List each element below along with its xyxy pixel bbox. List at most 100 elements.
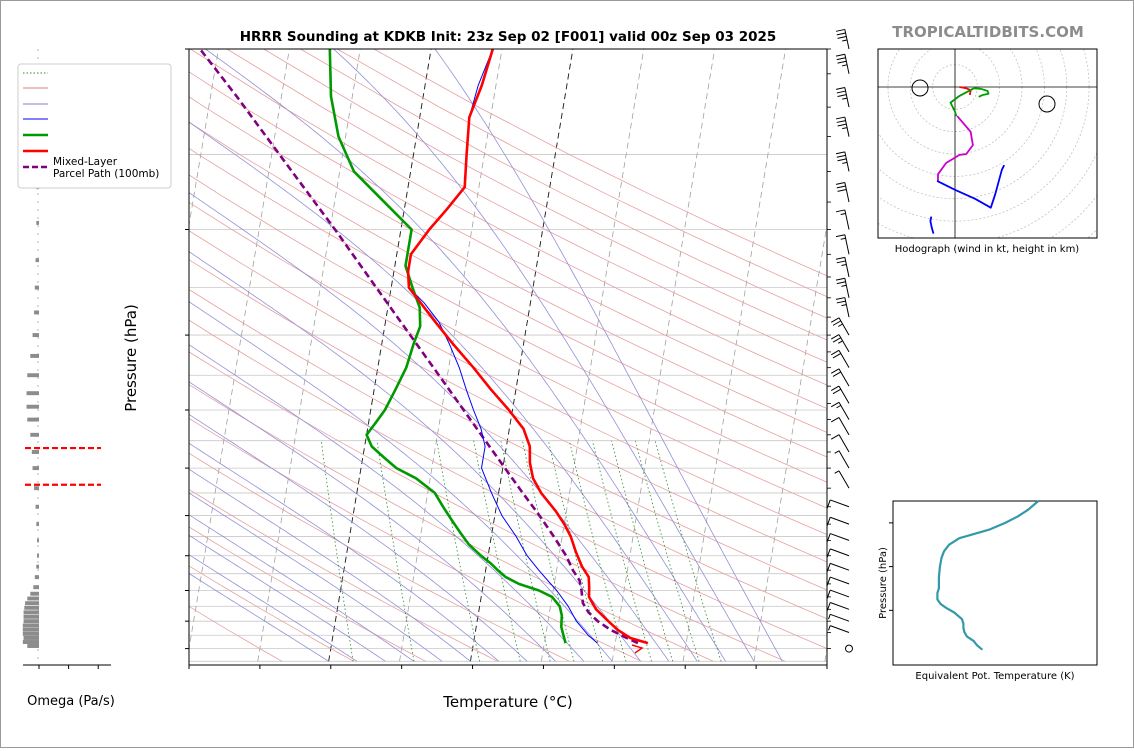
wind-barb: [835, 256, 850, 278]
barb-staff: [830, 589, 850, 598]
barb-full-flag: [830, 349, 840, 356]
barb-full-flag: [826, 499, 831, 509]
calm-wind-circle: [845, 644, 853, 653]
barb-full-flag: [826, 602, 831, 612]
wind-barb: [830, 334, 850, 353]
isotherm-line: [896, 49, 998, 661]
barb-full-flag: [837, 189, 847, 192]
barb-full-flag: [830, 385, 840, 392]
omega-bar: [33, 585, 39, 590]
barb-staff: [844, 297, 850, 318]
wind-barb: [826, 576, 850, 586]
wind-barb: [835, 53, 850, 74]
hodograph-caption: Hodograph (wind in kt, height in km): [895, 244, 1080, 255]
barb-staff: [844, 234, 850, 255]
storm-motion-marker: [1038, 95, 1056, 113]
barb-staff: [830, 548, 850, 557]
isotherm-line: [1, 49, 6, 661]
storm-motion-marker: [911, 79, 929, 97]
thetae-xlabel: Equivalent Pot. Temperature (K): [915, 671, 1074, 682]
barb-full-flag: [826, 548, 831, 558]
wind-barb: [835, 209, 850, 230]
omega-bar: [23, 619, 39, 624]
barb-staff: [830, 576, 850, 585]
hodo-frame: [877, 48, 1098, 239]
barb-half-flag: [842, 127, 848, 130]
barb-staff: [830, 533, 850, 541]
isotherm-line: [189, 49, 290, 652]
dry-adiabat: [189, 174, 827, 509]
barb-full-flag: [835, 277, 845, 281]
barb-staff: [838, 368, 850, 387]
barb-full-flag: [830, 434, 840, 440]
wind-barb: [834, 450, 850, 469]
pseudoadiabat: [189, 413, 528, 662]
barb-full-flag: [837, 94, 847, 97]
barb-full-flag: [835, 256, 845, 260]
dry-adiabat: [337, 49, 827, 298]
barb-half-flag: [841, 304, 847, 307]
omega-bar: [26, 391, 39, 396]
barb-full-flag: [830, 417, 840, 423]
omega-bar: [37, 553, 39, 558]
dry-adiabat: [189, 351, 786, 662]
dry-adiabat: [189, 96, 827, 433]
wind-barb: [835, 277, 850, 298]
wind-barb: [826, 548, 850, 558]
brand-watermark: TROPICALTIDBITS.COM: [892, 23, 1084, 41]
wind-barb: [835, 297, 850, 318]
wind-barb: [830, 385, 850, 404]
barb-half-flag: [840, 212, 846, 215]
barb-staff: [830, 499, 850, 508]
omega-bar: [23, 614, 39, 619]
barb-full-flag: [826, 533, 831, 543]
barb-full-flag: [836, 281, 846, 285]
pseudoadiabat: [205, 49, 726, 662]
barb-full-flag: [826, 589, 831, 599]
pseudoadiabat: [189, 573, 329, 662]
omega-bar: [32, 466, 39, 471]
dry-adiabat: [189, 259, 827, 591]
wind-barb: [826, 562, 850, 572]
pseudoadiabat: [189, 514, 414, 662]
wind-barb: [835, 116, 850, 137]
pseudoadiabat: [333, 49, 755, 662]
barb-staff: [830, 613, 850, 622]
barb-full-flag: [836, 57, 846, 61]
mixing-ratio-line: [592, 440, 652, 662]
mixing-ratio-line: [436, 440, 480, 662]
wind-barb: [826, 516, 850, 526]
pseudoadiabat: [189, 381, 556, 662]
barb-staff: [844, 116, 850, 137]
wind-barb: [830, 417, 850, 436]
barb-staff: [838, 450, 850, 469]
pseudoadiabat: [189, 442, 500, 662]
dry-adiabat: [189, 71, 827, 409]
isotherm-line: [682, 49, 786, 662]
barb-full-flag: [830, 334, 840, 340]
barb-full-flag: [835, 297, 845, 300]
barb-full-flag: [836, 260, 846, 264]
hodograph-panel: [877, 48, 1098, 239]
skewt-xlabel: Temperature (°C): [442, 693, 572, 711]
barb-staff: [844, 257, 850, 278]
skewt-plot: [1, 28, 998, 669]
pseudoadiabat: [189, 554, 358, 662]
barb-staff: [838, 434, 850, 453]
isotherm-line: [611, 49, 716, 662]
isotherm-line: [540, 49, 645, 662]
thetae-line: [936, 500, 1040, 651]
omega-bar: [22, 627, 39, 632]
barb-full-flag: [832, 388, 842, 395]
barb-full-flag: [835, 151, 845, 155]
barb-full-flag: [826, 517, 831, 526]
omega-xlabel: Omega (Pa/s): [27, 694, 115, 709]
barb-full-flag: [835, 182, 845, 185]
barb-full-flag: [835, 116, 845, 120]
wind-barb: [835, 87, 850, 108]
skewt-ylabel: Pressure (hPa): [122, 304, 140, 412]
omega-bar: [34, 285, 39, 290]
dry-adiabat: [373, 49, 827, 277]
barb-full-flag: [836, 300, 846, 304]
omega-bar: [37, 538, 39, 543]
